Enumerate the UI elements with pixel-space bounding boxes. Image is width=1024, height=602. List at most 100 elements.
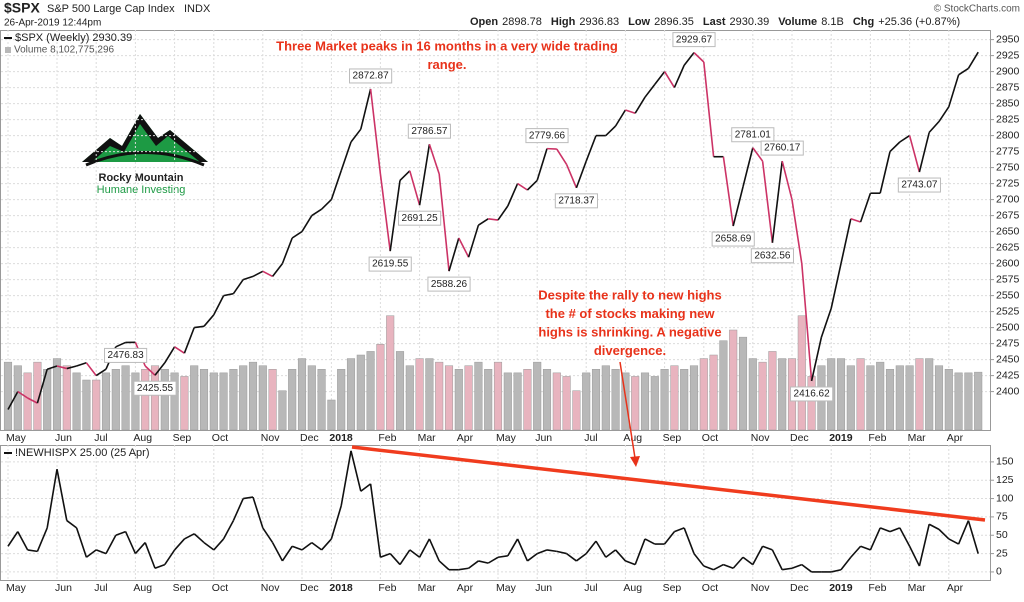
volume-bar xyxy=(503,372,512,431)
line-segment xyxy=(115,530,126,536)
volume-bar xyxy=(199,369,209,431)
line-segment xyxy=(713,563,724,571)
volume-bar xyxy=(52,358,62,431)
volume-bar xyxy=(454,369,463,431)
x-tick-label: Oct xyxy=(702,432,718,444)
line-segment xyxy=(56,469,68,521)
line-segment xyxy=(840,556,852,571)
x-tick-label: Oct xyxy=(212,582,228,594)
x-tick-label: Aug xyxy=(623,582,642,594)
line-segment xyxy=(761,161,774,243)
line-segment xyxy=(321,538,332,551)
line-segment xyxy=(615,549,626,562)
line-segment xyxy=(380,552,391,559)
x-tick-label: 2019 xyxy=(829,582,853,594)
x-tick-label: Dec xyxy=(790,432,809,444)
line-segment xyxy=(634,538,646,565)
line-segment xyxy=(742,147,754,187)
volume-bar xyxy=(33,361,42,431)
volume-bar xyxy=(209,372,218,431)
volume-bar xyxy=(141,369,150,431)
volume-bar xyxy=(366,351,375,431)
volume-bar xyxy=(307,365,316,431)
volume-bar xyxy=(248,361,258,431)
volume-bar xyxy=(131,372,140,431)
legend-swatch xyxy=(5,47,11,53)
x-tick-label: Mar xyxy=(418,432,437,444)
line-segment xyxy=(85,549,97,558)
line-segment xyxy=(536,148,548,181)
line-segment xyxy=(458,567,469,571)
line-segment xyxy=(840,218,852,264)
y-tick-label: 2775 xyxy=(996,145,1020,157)
quote-label: Low xyxy=(628,16,650,28)
arrow-head xyxy=(630,456,640,467)
annotation: range. xyxy=(427,57,466,72)
quote-value: 2896.35 xyxy=(654,16,694,28)
line-segment xyxy=(222,520,235,540)
value-label: 2760.17 xyxy=(760,140,804,156)
volume-bar xyxy=(758,361,767,431)
line-segment xyxy=(752,545,764,565)
quote-label: Volume xyxy=(778,16,817,28)
line-segment xyxy=(585,540,597,555)
line-segment xyxy=(918,132,930,173)
line-segment xyxy=(889,141,901,153)
line-segment xyxy=(791,563,803,570)
line-segment xyxy=(369,483,382,558)
volume-bar xyxy=(709,354,718,431)
line-segment xyxy=(928,120,940,133)
line-segment xyxy=(634,96,646,114)
volume-bar xyxy=(150,365,160,431)
x-tick-label: May xyxy=(496,582,517,594)
volume-bar xyxy=(533,361,542,431)
volume-bar xyxy=(92,379,101,431)
volume-bar xyxy=(562,376,571,431)
x-tick-label: Jul xyxy=(94,432,107,444)
credit: © StockCharts.com xyxy=(934,4,1020,15)
line-segment xyxy=(546,549,557,553)
y-tick-label: 2400 xyxy=(996,385,1020,397)
value-label-box xyxy=(672,32,716,48)
line-segment xyxy=(575,552,587,562)
line-segment xyxy=(654,71,666,85)
line-segment xyxy=(271,263,284,277)
x-tick-label: Nov xyxy=(261,432,280,444)
volume-bar xyxy=(395,351,405,431)
line-segment xyxy=(438,560,450,571)
volume-bar xyxy=(376,344,385,431)
volume-bar xyxy=(689,365,699,431)
series-legend: $SPX (Weekly) 2930.39 xyxy=(15,32,132,44)
y-tick-label: 2800 xyxy=(996,129,1020,141)
volume-bar xyxy=(748,358,757,431)
line-segment xyxy=(360,483,372,492)
line-segment xyxy=(27,549,38,553)
value-label-box xyxy=(525,128,569,144)
x-tick-label: 2018 xyxy=(329,582,353,594)
quote-value: 2936.83 xyxy=(579,16,619,28)
value-label: 2425.55 xyxy=(133,380,177,396)
y-tick-label: 2700 xyxy=(996,193,1020,205)
value-label-text: 2416.62 xyxy=(794,389,831,400)
annotation: Despite the rally to new highs xyxy=(538,287,721,302)
x-tick-label: Apr xyxy=(947,432,964,444)
line-segment xyxy=(467,224,480,258)
value-label: 2632.56 xyxy=(750,248,794,264)
y-tick-label: 2850 xyxy=(996,97,1020,109)
volume-bar xyxy=(660,369,669,431)
volume-bar xyxy=(542,369,552,431)
x-tick-label: Sep xyxy=(663,582,682,594)
volume-bar xyxy=(23,372,32,431)
x-tick-label: Jul xyxy=(584,582,597,594)
quote-label: High xyxy=(551,16,576,28)
volume-bar xyxy=(72,372,81,431)
value-label-box xyxy=(897,177,941,193)
value-label-box xyxy=(349,68,393,84)
x-tick-label: Jun xyxy=(535,432,552,444)
x-tick-label: Sep xyxy=(173,432,192,444)
quote-label: Last xyxy=(703,16,726,28)
y-tick-label: 2425 xyxy=(996,369,1020,381)
x-tick-label: 2019 xyxy=(829,432,853,444)
x-tick-label: Dec xyxy=(790,582,809,594)
